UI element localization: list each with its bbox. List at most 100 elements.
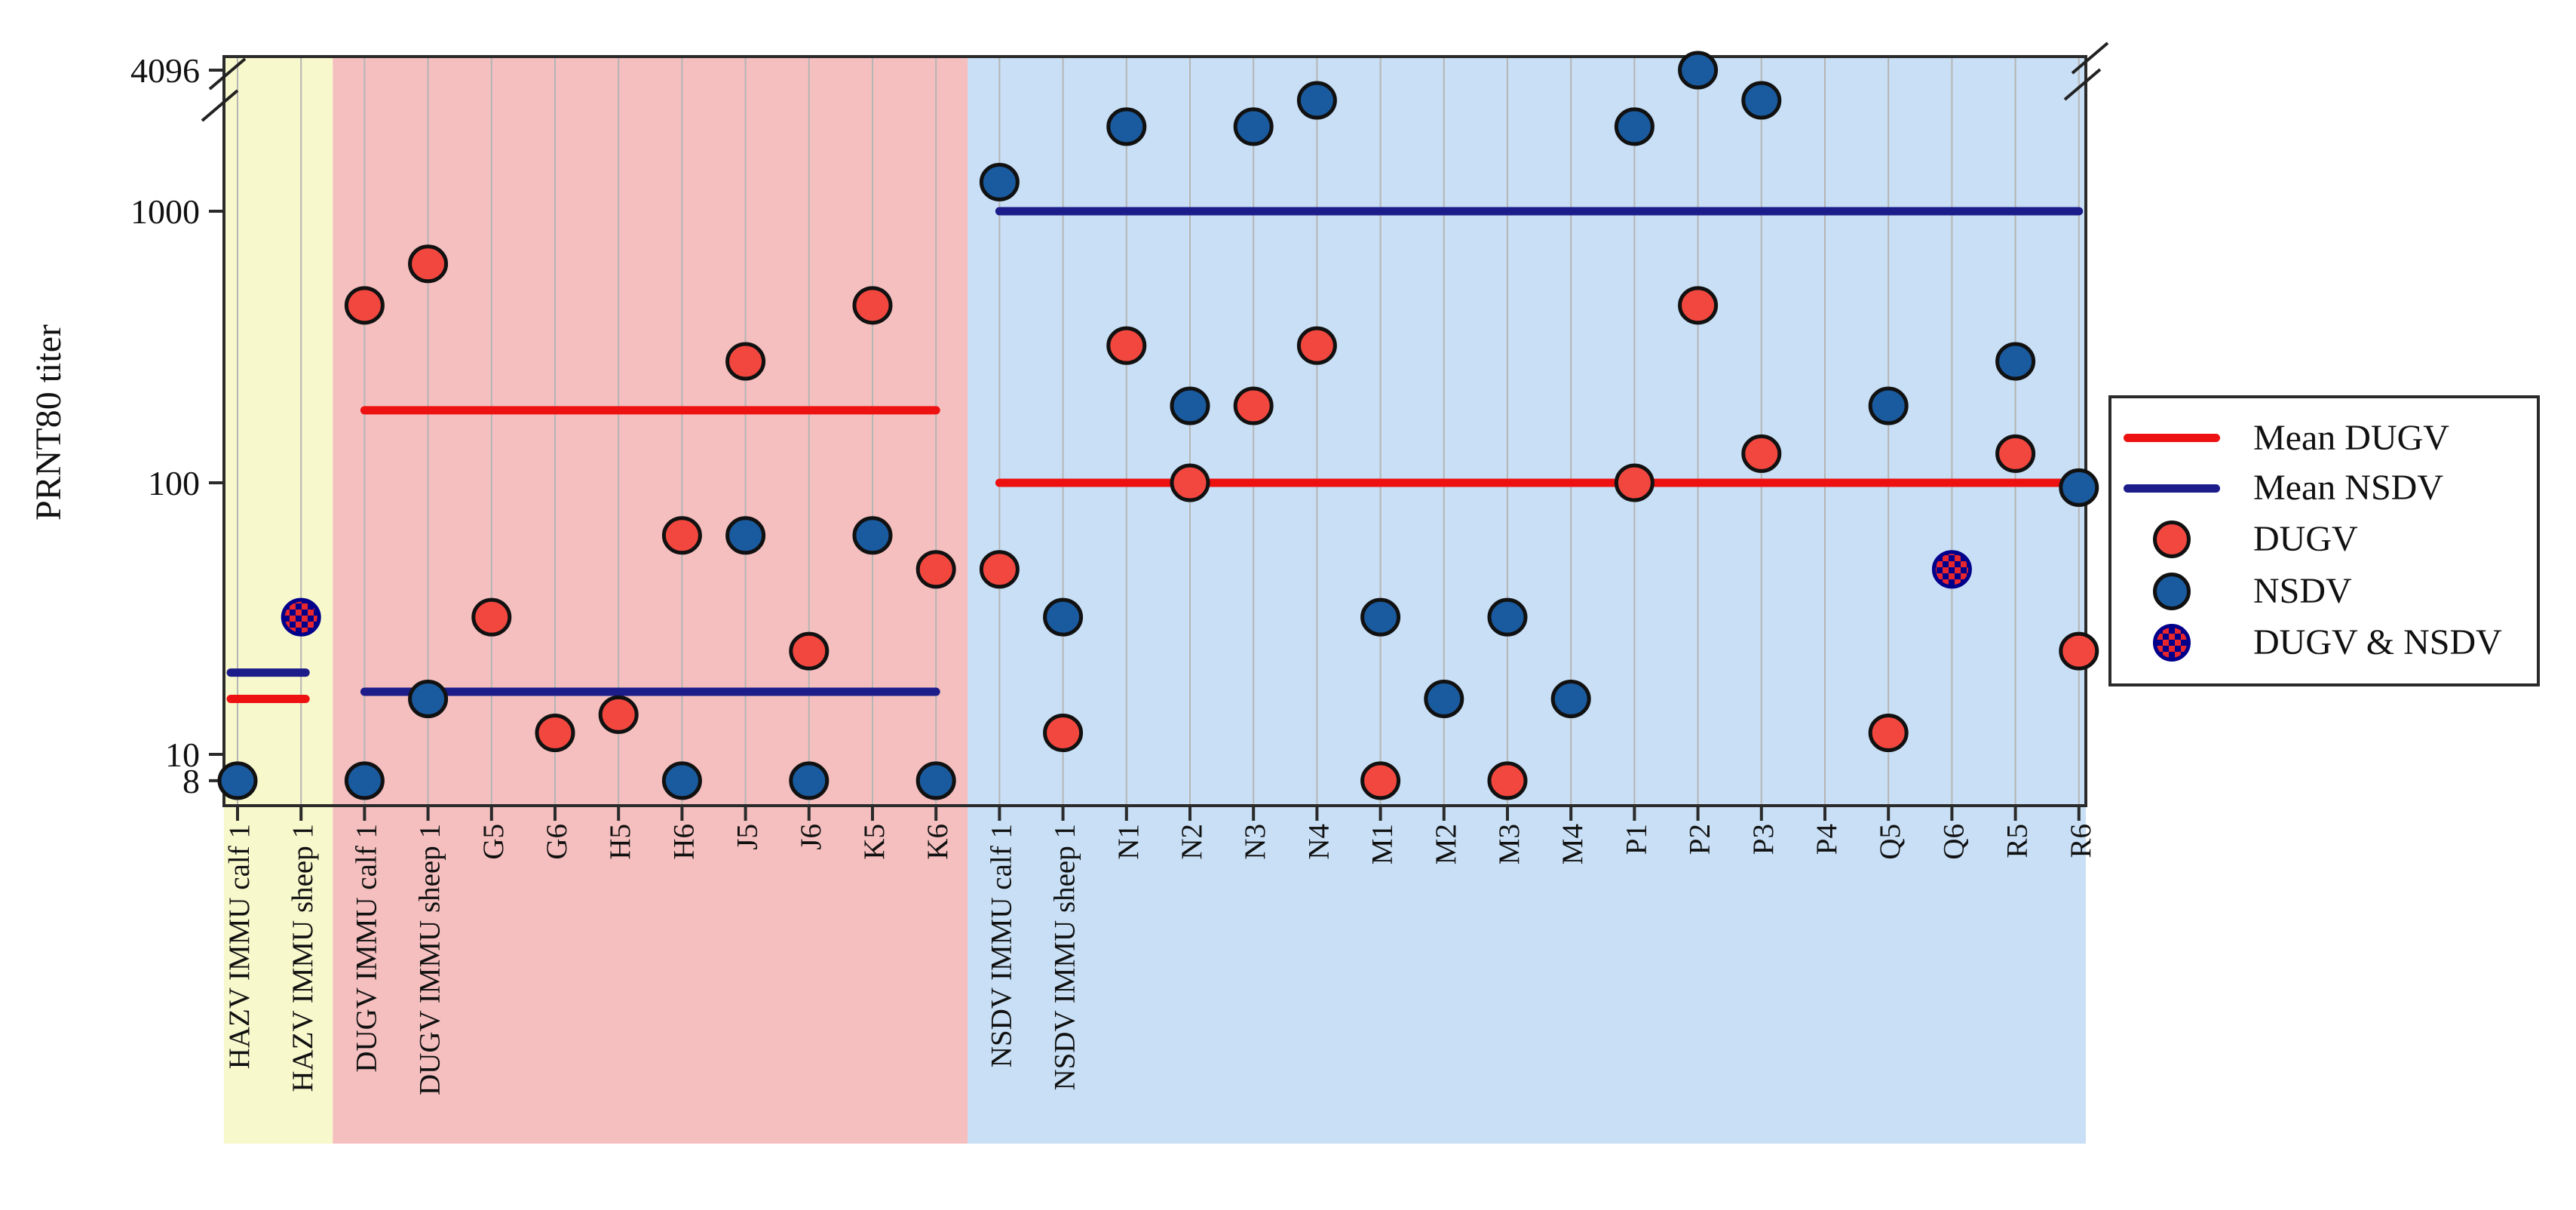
point-dugv-n3 (1233, 386, 1274, 425)
point-nsdv-dugv-immu-sheep-1 (408, 680, 449, 719)
legend-item-mean-nsdv: Mean NSDV (2111, 470, 2537, 506)
point-dugv-dugv-immu-calf-1 (344, 286, 385, 325)
point-dugv-dugv-immu-sheep-1 (408, 244, 449, 284)
x-tick-label-hazv-immu-calf-1: HAZV IMMU calf 1 (223, 824, 256, 1069)
point-dugv-g6 (535, 713, 575, 752)
x-tick-label-q6: Q6 (1937, 824, 1970, 860)
point-dugv-nsdv-immu-calf-1 (979, 550, 1020, 589)
point-dugv-j6 (789, 631, 830, 671)
legend-label: Mean DUGV (2253, 417, 2449, 458)
dugv-dot-icon (2111, 520, 2232, 558)
x-tick-label-r5: R5 (2001, 824, 2034, 858)
x-tick-label-k5: K5 (858, 824, 891, 860)
x-tick-label-m3: M3 (1493, 824, 1526, 865)
x-tick-label-nsdv-immu-calf-1: NSDV IMMU calf 1 (985, 824, 1017, 1067)
x-tick-label-j6: J6 (795, 824, 827, 850)
mean-dugv-line-icon (2111, 434, 2232, 443)
region-band-nsdv (968, 57, 2086, 1144)
point-nsdv-r6 (2059, 468, 2099, 507)
legend-label: NSDV (2253, 570, 2352, 611)
x-tick-label-n3: N3 (1239, 824, 1271, 860)
point-nsdv-hazv-immu-calf-1 (217, 761, 258, 800)
point-dugv-p2 (1678, 286, 1719, 325)
point-nsdv-m4 (1550, 680, 1591, 719)
point-dugv-h5 (598, 695, 639, 734)
point-nsdv-n4 (1296, 81, 1337, 120)
point-dugv-n1 (1106, 326, 1147, 365)
x-tick-label-p3: P3 (1747, 824, 1780, 855)
point-dugv-m3 (1487, 761, 1528, 800)
x-tick-label-r6: R6 (2065, 824, 2097, 858)
point-dugv-k6 (915, 550, 956, 589)
point-nsdv-m3 (1487, 597, 1528, 637)
point-nsdv-n3 (1233, 107, 1274, 146)
point-dugv-and-nsdv-hazv-immu-sheep-1 (281, 597, 321, 637)
point-nsdv-q5 (1868, 386, 1909, 425)
x-tick-label-dugv-immu-calf-1: DUGV IMMU calf 1 (350, 824, 382, 1073)
point-dugv-h6 (661, 516, 702, 555)
point-dugv-n2 (1170, 463, 1210, 502)
x-tick-label-p2: P2 (1684, 824, 1716, 855)
x-tick-label-h6: H6 (667, 824, 700, 860)
y-tick-label: 4096 (130, 51, 200, 90)
y-tick-label: 1000 (130, 192, 200, 231)
point-nsdv-m1 (1360, 597, 1401, 637)
point-dugv-n4 (1296, 326, 1337, 365)
legend-item-mean-dugv: Mean DUGV (2111, 417, 2537, 458)
point-dugv-j5 (725, 342, 766, 381)
point-nsdv-j5 (725, 516, 766, 555)
point-nsdv-dugv-immu-calf-1 (344, 761, 385, 800)
point-nsdv-h6 (661, 761, 702, 800)
x-tick-label-nsdv-immu-sheep-1: NSDV IMMU sheep 1 (1049, 824, 1081, 1091)
legend-item-dugv-and-nsdv: DUGV & NSDV (2111, 624, 2537, 662)
point-nsdv-nsdv-immu-calf-1 (979, 162, 1020, 201)
legend-label: DUGV & NSDV (2253, 622, 2502, 663)
x-tick-label-n1: N1 (1112, 824, 1145, 860)
point-nsdv-j6 (789, 761, 830, 800)
point-dugv-g5 (471, 597, 512, 637)
dugv-nsdv-checkered-dot-icon (2111, 624, 2232, 662)
x-tick-label-h5: H5 (604, 824, 636, 860)
point-dugv-q5 (1868, 713, 1909, 752)
point-nsdv-n2 (1170, 386, 1210, 425)
legend-label: DUGV (2253, 518, 2358, 559)
y-tick-label: 10 (165, 736, 200, 774)
x-tick-label-m1: M1 (1366, 824, 1399, 865)
region-band-dugv (333, 57, 968, 1144)
legend: Mean DUGV Mean NSDV DUGV NSDV DUGV & NSD… (2108, 395, 2540, 686)
point-nsdv-r5 (1995, 342, 2036, 381)
point-nsdv-nsdv-immu-sheep-1 (1043, 597, 1084, 637)
legend-item-dugv: DUGV (2111, 518, 2537, 559)
point-nsdv-n1 (1106, 107, 1147, 146)
x-tick-label-j5: J5 (731, 824, 764, 850)
point-dugv-nsdv-immu-sheep-1 (1043, 713, 1084, 752)
point-dugv-r6 (2059, 631, 2099, 671)
axis-break-mark (2071, 41, 2109, 75)
y-axis-title: PRNT80 titer (29, 324, 69, 521)
point-nsdv-k6 (915, 761, 956, 800)
x-tick-label-p1: P1 (1620, 824, 1652, 855)
point-nsdv-p2 (1678, 51, 1719, 90)
x-tick-label-p4: P4 (1811, 824, 1843, 855)
nsdv-dot-icon (2111, 572, 2232, 610)
y-tick-label: 8 (182, 762, 200, 800)
x-tick-label-m2: M2 (1430, 824, 1462, 865)
x-tick-label-m4: M4 (1556, 824, 1589, 865)
point-dugv-r5 (1995, 434, 2036, 473)
plot-border (222, 55, 2087, 807)
point-dugv-p3 (1741, 434, 1782, 473)
legend-label: Mean NSDV (2253, 468, 2443, 508)
point-nsdv-p1 (1614, 107, 1654, 146)
legend-item-nsdv: NSDV (2111, 570, 2537, 611)
point-dugv-p1 (1614, 463, 1654, 502)
x-tick-label-n2: N2 (1176, 824, 1208, 860)
x-tick-label-n4: N4 (1302, 824, 1335, 860)
point-dugv-k5 (852, 286, 893, 325)
x-tick-label-dugv-immu-sheep-1: DUGV IMMU sheep 1 (414, 824, 446, 1095)
point-dugv-and-nsdv-q6 (1931, 550, 1972, 589)
x-tick-label-k6: K6 (922, 824, 954, 860)
mean-nsdv-line-icon (2111, 484, 2232, 493)
y-tick-label: 100 (148, 464, 200, 502)
